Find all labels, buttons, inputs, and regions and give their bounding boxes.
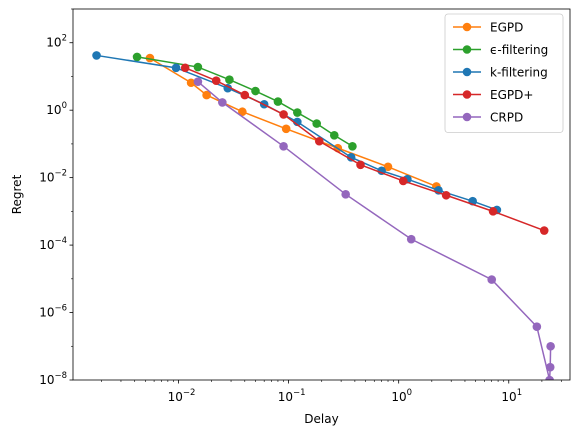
data-point: [406, 234, 416, 244]
data-point: [193, 77, 203, 86]
x-axis-label: Delay: [304, 412, 338, 426]
data-point: [539, 226, 549, 235]
data-point: [341, 190, 350, 199]
data-point: [273, 97, 283, 106]
tick-label: 10−4: [39, 236, 67, 252]
data-point: [545, 362, 555, 372]
legend-label: k-filtering: [490, 66, 548, 80]
tick-label: 100: [391, 388, 412, 404]
tick-label: 102: [46, 34, 67, 50]
data-point: [251, 86, 260, 96]
data-point: [218, 98, 227, 107]
data-point: [348, 141, 357, 151]
tick-label: 10−6: [39, 304, 67, 320]
data-point: [92, 51, 101, 60]
data-point: [279, 110, 288, 119]
legend-item: EGPD+: [453, 88, 533, 102]
data-point: [281, 124, 291, 134]
legend-label: CRPD: [490, 111, 523, 125]
data-point: [383, 162, 393, 172]
data-point: [193, 62, 203, 72]
series-2: [132, 52, 357, 151]
series-5: [193, 77, 555, 380]
data-point: [312, 119, 322, 128]
data-point: [132, 52, 142, 62]
tick-label: 101: [501, 388, 522, 404]
legend-label: ϵ-filtering: [490, 43, 548, 57]
data-point: [202, 90, 211, 100]
axis-ticks: 10−2 10−1 100 101 10−8 10−6 10−4 10−2 100 102: [39, 8, 562, 404]
series-line: [197, 81, 552, 380]
data-point: [240, 90, 250, 100]
plot-area: [92, 51, 555, 380]
data-point: [488, 207, 498, 216]
legend-marker: [462, 22, 472, 32]
data-point: [346, 153, 356, 162]
legend-marker: [462, 45, 472, 54]
data-point: [293, 108, 302, 117]
data-point: [329, 131, 339, 140]
tick-label: 10−2: [39, 169, 67, 185]
legend-box: [444, 13, 564, 133]
data-point: [225, 75, 234, 85]
data-point: [532, 322, 542, 332]
legend: EGPD ϵ-filtering k-filtering EGPD+ CRPD: [444, 13, 564, 133]
data-point: [398, 176, 408, 186]
legend-item: k-filtering: [453, 66, 548, 80]
data-point: [180, 63, 190, 73]
legend-item: EGPD: [453, 21, 523, 35]
series-line: [184, 67, 545, 232]
tick-label: 10−1: [278, 388, 306, 404]
tick-label: 10−8: [39, 371, 67, 387]
data-point: [546, 341, 555, 351]
tick-label: 100: [46, 101, 67, 117]
legend-marker: [462, 67, 472, 77]
data-point: [171, 63, 181, 73]
data-point: [356, 160, 365, 170]
legend-label: EGPD+: [490, 88, 533, 102]
legend-marker: [462, 90, 472, 99]
data-point: [211, 76, 221, 85]
legend-marker: [462, 112, 472, 122]
legend-item: CRPD: [453, 111, 523, 125]
data-point: [238, 107, 247, 117]
y-axis-label: Regret: [10, 174, 24, 214]
tick-label: 10−2: [168, 388, 196, 404]
data-point: [186, 78, 196, 88]
data-point: [279, 141, 288, 151]
data-point: [314, 136, 324, 146]
legend-label: EGPD: [490, 21, 523, 35]
data-point: [145, 53, 155, 63]
legend-item: ϵ-filtering: [453, 43, 548, 57]
data-point: [487, 275, 497, 284]
data-point: [441, 190, 451, 200]
data-point: [545, 375, 554, 380]
series-4: [180, 63, 549, 235]
